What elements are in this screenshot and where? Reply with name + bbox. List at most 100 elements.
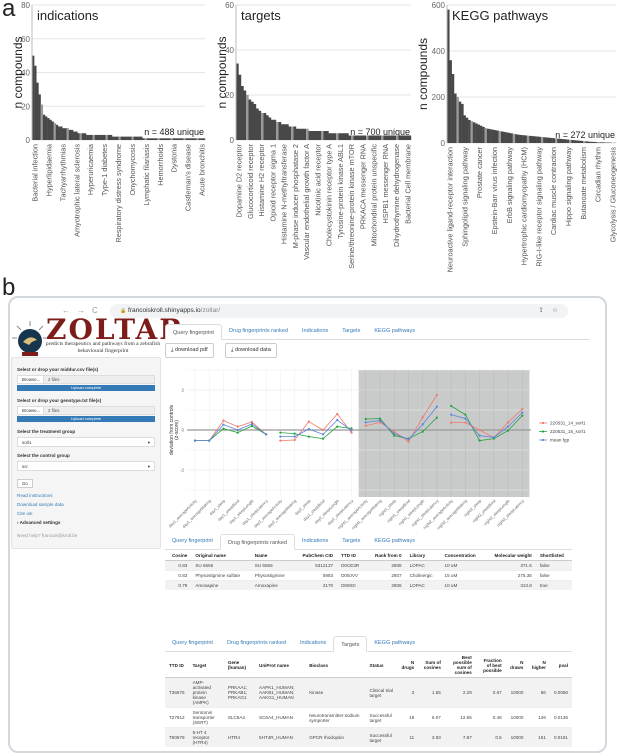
table-row[interactable]: 0.79 Amoxapine Amoxapine 2170 D09IOI 2806 LOPA… [165,580,572,590]
bar [396,135,399,140]
browse-button[interactable]: Browse... [18,376,44,383]
column-header[interactable]: Cosine [165,551,192,561]
tab-drug-fingerprints-ranked[interactable]: Drug fingerprints ranked [219,534,295,550]
download-sample-data-link[interactable]: Download sample data [17,502,64,507]
column-header[interactable]: Original name [191,551,251,561]
bar [498,131,502,143]
tab-query-fingerprint[interactable]: Query fingerprint [172,640,213,646]
tab-targets[interactable]: Targets [333,636,368,652]
table-cell: PRKAA1; PRKAB1; PRKAG1 [223,677,256,708]
tab-targets[interactable]: Targets [342,538,361,544]
column-header[interactable]: Gene (human) [223,653,256,678]
data-point [265,433,268,436]
column-header[interactable]: Shortlisted [535,551,572,561]
column-header[interactable]: pval [549,653,572,678]
back-icon[interactable]: ← [62,306,70,315]
table-row[interactable]: T27812 Serotonin transporter (SERT) SLC6A4… [165,707,572,728]
go-button[interactable]: Go [17,479,33,488]
series-line [450,405,523,442]
column-header[interactable]: Status [365,653,398,678]
y-axis-label: (z-score) [174,420,180,440]
column-header[interactable]: Best possible sum of cosines [444,653,476,678]
x-tick-label: Hyperuricaemia [86,143,95,195]
control-group-select[interactable]: scr ▾ [17,461,155,471]
column-header[interactable]: Rank from 0 [366,551,406,561]
genotype-file-input[interactable]: Browse... 2 files [17,406,155,415]
data-point [307,427,310,431]
x-tick-label: Nicotinic acid receptor [313,143,322,215]
treatment-group-select[interactable]: sorl1 ▾ [17,437,155,447]
bar [592,141,596,143]
table-cell: GPCR rhodopsin [305,727,366,747]
column-header[interactable]: N draws [505,653,528,678]
download-data-button[interactable]: ⤓ download data [225,343,277,358]
tab-kegg-pathways[interactable]: KEGG pathways [374,640,415,646]
bar [88,134,91,140]
table-cell: 0.0056 [549,677,572,708]
tab-drug-fingerprints-ranked[interactable]: Drug fingerprints ranked [226,640,286,646]
tab-targets[interactable]: Targets [342,328,361,334]
middur-file-input[interactable]: Browse... 2 files [17,375,155,384]
bar [447,9,450,143]
column-header[interactable]: Molecular weight [484,551,536,561]
data-point [421,416,424,419]
column-header[interactable]: Target [188,653,224,678]
table-row[interactable]: T36675 AMP-activated protein kinase (AMPK… [165,677,572,708]
x-tick-label: Histamine N-methyltransferase [280,144,289,244]
bar [66,128,69,140]
column-header[interactable]: Fraction of best possible [475,653,506,678]
bar [79,133,82,140]
tab-kegg-pathways[interactable]: KEGG pathways [374,328,415,334]
column-header[interactable]: TTD ID [165,653,189,678]
download-pdf-button[interactable]: ⤓ download pdf [165,343,214,358]
tab-kegg-pathways[interactable]: KEGG pathways [374,538,415,544]
y-tick-label: 0 [441,139,446,148]
bar [194,138,197,140]
table-cell: 0.0136 [549,707,572,728]
caret-down-icon: ▾ [147,464,150,469]
browse-button[interactable]: Browse... [18,407,44,414]
column-header[interactable]: Sum of cosines [418,653,445,678]
column-header[interactable]: Name [250,551,294,561]
column-header[interactable]: Concentration [440,551,485,561]
share-icon[interactable]: ⇪ [538,307,544,314]
table-cell: 2.29 [444,677,476,708]
tab-indications[interactable]: Indications [301,538,329,544]
cite-us-link[interactable]: Cite us! [17,511,33,516]
advanced-settings-toggle[interactable]: › Advanced settings [17,520,61,525]
table-row[interactable]: T50679 5-HT 4 receptor (HTR4) HTR4 5HT4R_HU… [165,727,572,747]
data-point [407,438,410,441]
tab-indications[interactable]: Indications [301,328,329,334]
table-cell: 12.55 [444,707,476,728]
column-header[interactable]: N higher [527,653,550,678]
bar [306,128,309,140]
legend-marker [541,421,545,425]
column-header[interactable]: Library [405,551,441,561]
data-point [450,413,453,416]
column-header[interactable]: TTD ID [337,551,367,561]
table-row[interactable]: 0.83 SU 6656 SU 6656 5312137 D0CE3R 2808 LOPAC… [165,560,572,571]
column-header[interactable]: Bioclass [305,653,366,678]
table-row[interactable]: 0.82 Physostigmine sulfate Physostigmine 59… [165,570,572,581]
bar [70,129,74,140]
column-header[interactable]: N drugs [397,653,419,678]
column-header[interactable]: PubChem CID [293,551,338,561]
address-bar[interactable]: 🔒 francoiskroll.shinyapps.io/zoltar/ ⇪ ☆ [110,304,568,318]
bar [571,140,574,143]
bar [517,134,520,143]
star-icon[interactable]: ☆ [552,307,558,314]
read-instructions-link[interactable]: Read instructions [17,493,53,498]
treatment-group-label: Select the treatment group [17,429,76,434]
reload-icon[interactable]: C [92,306,98,315]
forward-icon[interactable]: → [77,306,85,315]
tab-query-fingerprint[interactable]: Query fingerprint [165,324,222,340]
column-header[interactable]: UniProt name [255,653,306,678]
data-point [364,424,367,427]
tab-drug-fingerprints-ranked[interactable]: Drug fingerprints ranked [228,328,288,334]
bar [68,129,72,140]
table-cell: 2808 [366,560,406,571]
x-tick-label: Castleman's disease [184,144,193,211]
tab-query-fingerprint[interactable]: Query fingerprint [172,538,213,544]
tab-indications[interactable]: Indications [299,640,327,646]
bar [288,126,292,140]
